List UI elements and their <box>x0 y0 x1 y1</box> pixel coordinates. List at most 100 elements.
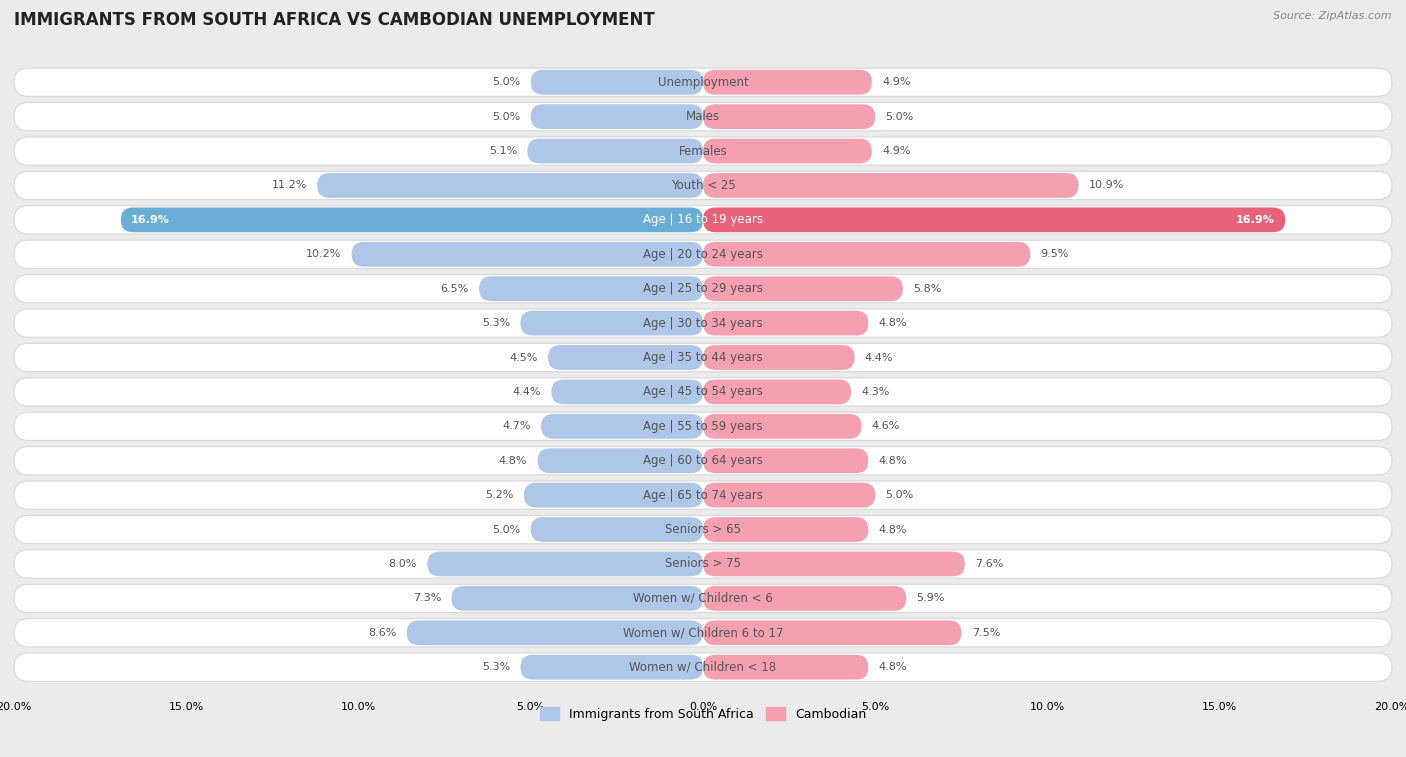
FancyBboxPatch shape <box>524 483 703 507</box>
Text: Seniors > 65: Seniors > 65 <box>665 523 741 536</box>
Text: 7.6%: 7.6% <box>976 559 1004 569</box>
Text: 7.5%: 7.5% <box>972 628 1000 638</box>
Text: 4.8%: 4.8% <box>879 525 907 534</box>
Text: 4.4%: 4.4% <box>513 387 541 397</box>
Text: Women w/ Children 6 to 17: Women w/ Children 6 to 17 <box>623 626 783 639</box>
FancyBboxPatch shape <box>703 345 855 370</box>
Text: Females: Females <box>679 145 727 157</box>
FancyBboxPatch shape <box>703 552 965 576</box>
FancyBboxPatch shape <box>14 68 1392 96</box>
FancyBboxPatch shape <box>14 102 1392 131</box>
Text: Age | 45 to 54 years: Age | 45 to 54 years <box>643 385 763 398</box>
Text: Males: Males <box>686 111 720 123</box>
Text: 4.9%: 4.9% <box>882 77 911 87</box>
FancyBboxPatch shape <box>703 207 1285 232</box>
Text: 4.9%: 4.9% <box>882 146 911 156</box>
FancyBboxPatch shape <box>703 448 869 473</box>
Text: 5.0%: 5.0% <box>886 111 914 122</box>
Text: Women w/ Children < 6: Women w/ Children < 6 <box>633 592 773 605</box>
FancyBboxPatch shape <box>14 275 1392 303</box>
Text: 5.3%: 5.3% <box>482 318 510 328</box>
Text: Age | 65 to 74 years: Age | 65 to 74 years <box>643 489 763 502</box>
FancyBboxPatch shape <box>703 104 875 129</box>
FancyBboxPatch shape <box>703 414 862 439</box>
Text: IMMIGRANTS FROM SOUTH AFRICA VS CAMBODIAN UNEMPLOYMENT: IMMIGRANTS FROM SOUTH AFRICA VS CAMBODIA… <box>14 11 655 30</box>
Text: Source: ZipAtlas.com: Source: ZipAtlas.com <box>1274 11 1392 21</box>
FancyBboxPatch shape <box>121 207 703 232</box>
Text: Age | 60 to 64 years: Age | 60 to 64 years <box>643 454 763 467</box>
Text: 4.4%: 4.4% <box>865 353 893 363</box>
Text: 4.5%: 4.5% <box>509 353 537 363</box>
FancyBboxPatch shape <box>14 618 1392 647</box>
FancyBboxPatch shape <box>479 276 703 301</box>
FancyBboxPatch shape <box>14 481 1392 509</box>
Text: 6.5%: 6.5% <box>440 284 468 294</box>
Text: 9.5%: 9.5% <box>1040 249 1069 260</box>
FancyBboxPatch shape <box>541 414 703 439</box>
FancyBboxPatch shape <box>451 586 703 611</box>
Text: 16.9%: 16.9% <box>1236 215 1275 225</box>
Text: 4.6%: 4.6% <box>872 422 900 431</box>
FancyBboxPatch shape <box>703 621 962 645</box>
Text: 11.2%: 11.2% <box>271 180 307 191</box>
FancyBboxPatch shape <box>318 173 703 198</box>
FancyBboxPatch shape <box>352 242 703 266</box>
FancyBboxPatch shape <box>537 448 703 473</box>
Text: 4.3%: 4.3% <box>862 387 890 397</box>
FancyBboxPatch shape <box>703 242 1031 266</box>
Text: 5.8%: 5.8% <box>912 284 942 294</box>
Text: 8.0%: 8.0% <box>388 559 418 569</box>
Text: Age | 20 to 24 years: Age | 20 to 24 years <box>643 248 763 260</box>
FancyBboxPatch shape <box>703 139 872 164</box>
Text: 4.8%: 4.8% <box>879 662 907 672</box>
FancyBboxPatch shape <box>531 517 703 542</box>
FancyBboxPatch shape <box>14 447 1392 475</box>
Text: Age | 25 to 29 years: Age | 25 to 29 years <box>643 282 763 295</box>
Text: 5.2%: 5.2% <box>485 490 513 500</box>
Text: Youth < 25: Youth < 25 <box>671 179 735 192</box>
Legend: Immigrants from South Africa, Cambodian: Immigrants from South Africa, Cambodian <box>536 702 870 725</box>
FancyBboxPatch shape <box>427 552 703 576</box>
FancyBboxPatch shape <box>14 206 1392 234</box>
FancyBboxPatch shape <box>703 276 903 301</box>
FancyBboxPatch shape <box>406 621 703 645</box>
FancyBboxPatch shape <box>14 309 1392 337</box>
FancyBboxPatch shape <box>527 139 703 164</box>
FancyBboxPatch shape <box>703 379 851 404</box>
Text: Age | 55 to 59 years: Age | 55 to 59 years <box>643 420 763 433</box>
FancyBboxPatch shape <box>14 378 1392 406</box>
Text: 16.9%: 16.9% <box>131 215 170 225</box>
Text: 5.0%: 5.0% <box>492 77 520 87</box>
FancyBboxPatch shape <box>703 655 869 680</box>
Text: 7.3%: 7.3% <box>413 593 441 603</box>
FancyBboxPatch shape <box>703 517 869 542</box>
Text: 4.8%: 4.8% <box>879 318 907 328</box>
FancyBboxPatch shape <box>14 137 1392 165</box>
Text: Women w/ Children < 18: Women w/ Children < 18 <box>630 661 776 674</box>
Text: Age | 35 to 44 years: Age | 35 to 44 years <box>643 351 763 364</box>
Text: 4.8%: 4.8% <box>879 456 907 466</box>
FancyBboxPatch shape <box>703 173 1078 198</box>
Text: 5.0%: 5.0% <box>492 111 520 122</box>
FancyBboxPatch shape <box>548 345 703 370</box>
FancyBboxPatch shape <box>531 104 703 129</box>
FancyBboxPatch shape <box>14 344 1392 372</box>
FancyBboxPatch shape <box>14 413 1392 441</box>
FancyBboxPatch shape <box>531 70 703 95</box>
Text: 5.0%: 5.0% <box>492 525 520 534</box>
FancyBboxPatch shape <box>703 70 872 95</box>
Text: Age | 16 to 19 years: Age | 16 to 19 years <box>643 213 763 226</box>
Text: Unemployment: Unemployment <box>658 76 748 89</box>
Text: Seniors > 75: Seniors > 75 <box>665 557 741 571</box>
FancyBboxPatch shape <box>703 310 869 335</box>
Text: 8.6%: 8.6% <box>368 628 396 638</box>
Text: 4.7%: 4.7% <box>502 422 531 431</box>
FancyBboxPatch shape <box>703 483 875 507</box>
Text: 10.2%: 10.2% <box>307 249 342 260</box>
FancyBboxPatch shape <box>14 240 1392 269</box>
Text: 5.9%: 5.9% <box>917 593 945 603</box>
FancyBboxPatch shape <box>520 310 703 335</box>
FancyBboxPatch shape <box>14 516 1392 544</box>
FancyBboxPatch shape <box>14 171 1392 200</box>
FancyBboxPatch shape <box>14 653 1392 681</box>
